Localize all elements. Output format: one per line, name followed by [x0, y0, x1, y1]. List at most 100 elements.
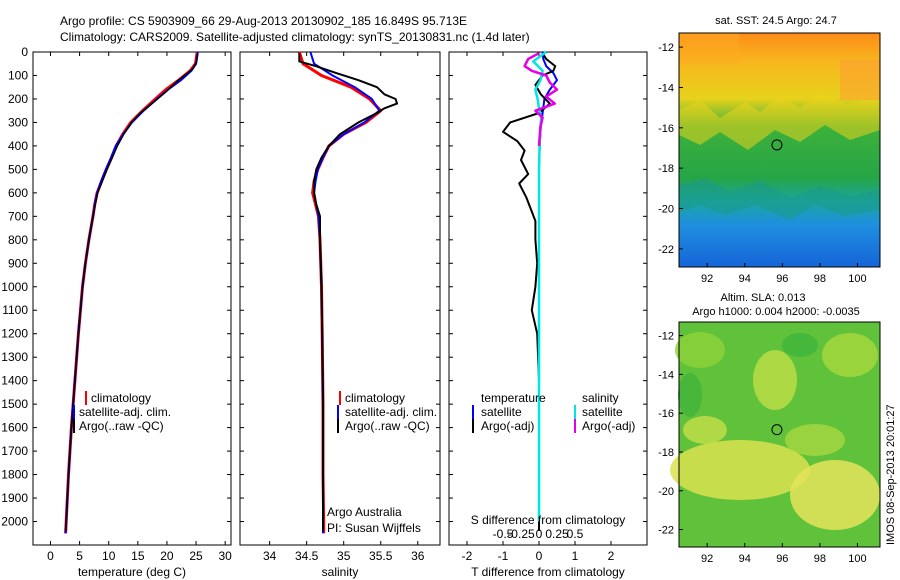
map-y-tick-label: -22 [658, 525, 674, 537]
x-tick-label: 20 [160, 549, 174, 563]
x-tick-label: 2 [608, 549, 615, 563]
salinity-legend-satellite: satellite-adj. clim. [345, 405, 437, 419]
x-tick-label: 1 [572, 549, 579, 563]
depth-tick-label: 1500 [1, 397, 28, 411]
difference-panel: -2 -1 0 1 2 -0.5-0.25 0 0.250.5 S difference f… [448, 50, 648, 579]
depth-tick-label: 1100 [2, 303, 28, 317]
depth-tick-label: 1200 [1, 327, 28, 341]
sst-map: sat. SST: 24.5 Argo: 24.7 92 94 96 98 100 -12… [658, 15, 881, 285]
salinity-lines [297, 51, 398, 534]
map-x-tick-label: 92 [701, 273, 713, 285]
difference-axes [448, 51, 648, 546]
sst-texture [679, 33, 880, 220]
sst-map-frame [678, 32, 881, 268]
depth-tick-label: 400 [8, 139, 28, 153]
map-y-tick-label: -16 [658, 408, 674, 420]
s-tick-label: 0 [536, 527, 543, 541]
x-tick-label: 36 [411, 549, 425, 563]
map-y-tick-label: -12 [658, 42, 674, 54]
depth-tick-label: 600 [8, 186, 28, 200]
salinity-legend-argo: Argo(..raw -QC) [345, 419, 430, 433]
x-tick-label: -1 [498, 549, 509, 563]
t-difference-ticks: -2 -1 0 1 2 [462, 52, 615, 563]
difference-legend: temperature salinity satellite Argo(-adj… [472, 391, 635, 433]
map-y-tick-label: -14 [658, 369, 674, 381]
x-tick-label: 35.5 [369, 549, 393, 563]
s-tick-label: 0.5 [567, 527, 584, 541]
depth-tick-label: 1000 [1, 280, 28, 294]
temperature-legend-satellite: satellite-adj. clim. [79, 405, 171, 419]
legend-salinity-title: salinity [582, 391, 619, 405]
header-line-1: Argo profile: CS 5903909_66 29-Aug-2013 … [60, 14, 467, 28]
s-difference-label: S difference from climatology [471, 513, 626, 527]
x-tick-label: 15 [131, 549, 145, 563]
salinity-axis-ticks: 34 34.5 35 35.5 36 [263, 52, 425, 563]
sst-argo-position-marker [771, 139, 783, 151]
legend-temperature-title: temperature [481, 391, 546, 405]
series-line-argo-raw-qc- [64, 53, 199, 531]
map-y-tick-label: -18 [658, 447, 674, 459]
map-x-tick-label: 98 [814, 273, 826, 285]
sla-texture [670, 332, 880, 530]
sla-argo-position-marker [771, 424, 783, 436]
map-y-tick-label: -20 [658, 204, 674, 216]
map-x-tick-label: 94 [739, 553, 751, 565]
temperature-legend: climatology satellite-adj. clim. Argo(..… [73, 391, 171, 433]
depth-tick-label: 200 [8, 92, 28, 106]
s-tick-label: 0.25 [545, 527, 569, 541]
series-line-argo-raw-qc- [298, 53, 398, 531]
t-difference-label: T difference from climatology [471, 565, 625, 579]
depth-tick-label: 1600 [1, 421, 28, 435]
salinity-panel: 34 34.5 35 35.5 36 salinity climatology sate… [239, 51, 441, 579]
difference-lines [502, 50, 559, 531]
sst-map-ticks: 92 94 96 98 100 -12 -14 -16 -18 -20 -22 [658, 42, 867, 285]
map-y-tick-label: -16 [658, 123, 674, 135]
legend-s-satellite: satellite [582, 405, 623, 419]
x-tick-label: 0 [536, 549, 543, 563]
legend-t-argo: Argo(-adj) [481, 419, 534, 433]
salinity-axes [239, 51, 441, 546]
s-tick-label: -0.5 [493, 527, 514, 541]
depth-tick-label: 1700 [1, 444, 28, 458]
depth-tick-label: 500 [8, 162, 28, 176]
x-tick-label: -2 [462, 549, 473, 563]
x-tick-label: 10 [102, 549, 116, 563]
map-y-tick-label: -14 [658, 82, 674, 94]
header-line-2: Climatology: CARS2009. Satellite-adjuste… [60, 30, 530, 44]
depth-tick-label: 1400 [1, 374, 28, 388]
depth-axis-ticks: 0 100 200 300 400 500 600 700 800 900 1000 1100 1200… [1, 45, 231, 529]
x-tick-label: 34.5 [295, 549, 319, 563]
depth-tick-label: 2000 [1, 515, 28, 529]
x-tick-label: 35 [337, 549, 351, 563]
salinity-legend: climatology satellite-adj. clim. Argo(..… [337, 391, 437, 433]
depth-tick-label: 1900 [1, 491, 28, 505]
temperature-legend-climatology: climatology [91, 391, 151, 405]
temperature-lines [64, 51, 199, 534]
series-line-s-argo-adj- [523, 52, 559, 146]
map-y-tick-label: -12 [658, 331, 674, 343]
sst-map-title: sat. SST: 24.5 Argo: 24.7 [715, 15, 837, 27]
map-x-tick-label: 92 [701, 553, 713, 565]
map-x-tick-label: 96 [776, 553, 788, 565]
map-x-tick-label: 98 [814, 553, 826, 565]
depth-tick-label: 1800 [1, 468, 28, 482]
depth-tick-label: 0 [21, 45, 28, 59]
depth-tick-label: 900 [8, 256, 28, 270]
map-y-tick-label: -20 [658, 486, 674, 498]
difference-depth-ticks [449, 51, 647, 523]
sla-map-subtitle: Argo h1000: 0.004 h2000: -0.0035 [692, 306, 860, 318]
x-tick-label: 5 [76, 549, 83, 563]
temperature-xlabel: temperature (deg C) [78, 565, 186, 579]
depth-tick-label: 700 [8, 209, 28, 223]
temperature-legend-argo: Argo(..raw -QC) [79, 419, 164, 433]
map-x-tick-label: 96 [776, 273, 788, 285]
sla-map-ticks: 92 94 96 98 100 -12 -14 -16 -18 -20 -22 [658, 331, 867, 565]
map-x-tick-label: 100 [848, 273, 866, 285]
map-y-tick-label: -18 [658, 163, 674, 175]
temperature-axis-ticks: 0 5 10 15 20 25 30 [47, 52, 232, 563]
map-x-tick-label: 100 [848, 553, 866, 565]
map-y-tick-label: -22 [658, 244, 674, 256]
temperature-axes [32, 51, 232, 546]
depth-tick-label: 300 [8, 115, 28, 129]
sla-map: Altim. SLA: 0.013 Argo h1000: 0.004 h200… [658, 292, 881, 565]
